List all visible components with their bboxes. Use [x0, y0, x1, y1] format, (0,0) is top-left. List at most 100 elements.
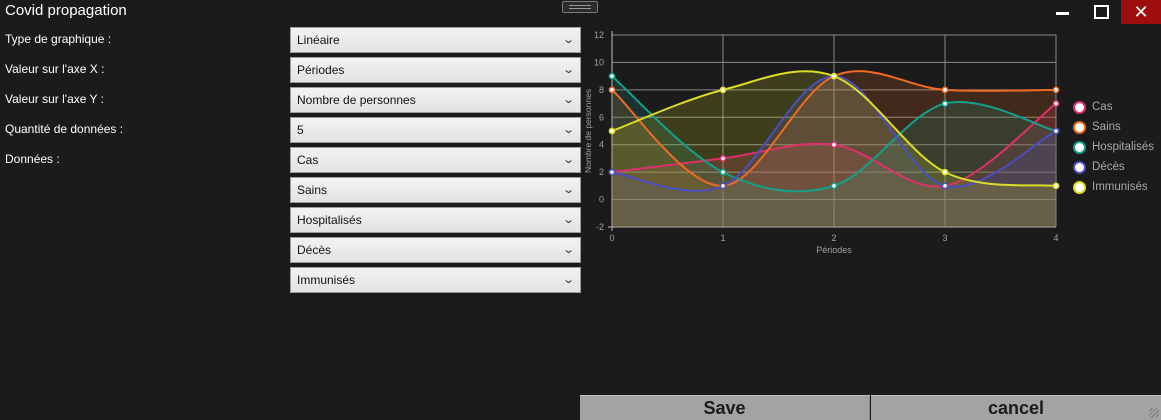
- maximize-icon: [1093, 5, 1109, 19]
- y-tick-label: -2: [596, 222, 604, 232]
- legend-item-cas: Cas: [1073, 97, 1154, 117]
- data-point-sains: [941, 86, 949, 94]
- data-count-value: 5: [297, 123, 304, 137]
- chevron-down-icon: ⌄: [561, 214, 575, 226]
- chevron-down-icon: ⌄: [561, 94, 575, 106]
- data-point-immunises: [1052, 182, 1060, 190]
- chevron-down-icon: ⌄: [561, 124, 575, 136]
- y-axis-select[interactable]: Nombre de personnes ⌄: [290, 87, 581, 113]
- data-point-sains: [608, 86, 616, 94]
- data-point-immunises: [941, 168, 949, 176]
- data-point-hospitalises: [719, 168, 727, 176]
- label-data-count: Quantité de données :: [5, 122, 124, 136]
- x-tick-label: 0: [609, 233, 614, 243]
- data-point-hospitalises: [830, 182, 838, 190]
- data-select-3[interactable]: Hospitalisés ⌄: [290, 207, 581, 233]
- label-chart-type: Type de graphique :: [5, 32, 112, 46]
- close-icon: ✕: [1133, 1, 1149, 22]
- series-area-hospitalises: [612, 76, 1056, 227]
- legend-label: Hospitalisés: [1092, 141, 1154, 153]
- y-tick-label: 12: [594, 30, 604, 40]
- legend-marker-icon: [1073, 100, 1086, 114]
- data-point-hospitalises: [941, 100, 949, 107]
- data-point-cas: [830, 141, 838, 149]
- data-point-cas: [719, 155, 727, 162]
- data-select-value: Sains: [297, 183, 328, 197]
- title-bar: Covid propagation ✕: [0, 0, 1161, 24]
- data-point-hospitalises: [608, 72, 616, 80]
- chart-type-select[interactable]: Linéaire ⌄: [290, 27, 581, 53]
- chevron-down-icon: ⌄: [561, 154, 575, 166]
- y-axis-value: Nombre de personnes: [297, 93, 416, 107]
- label-data: Données :: [5, 152, 60, 166]
- y-tick-label: 4: [599, 140, 604, 150]
- legend-label: Immunisés: [1092, 181, 1148, 193]
- data-select-value: Immunisés: [297, 273, 356, 287]
- x-axis-title: Périodes: [816, 245, 852, 255]
- chevron-down-icon: ⌄: [561, 274, 575, 286]
- chevron-down-icon: ⌄: [561, 244, 575, 256]
- legend-marker-icon: [1073, 140, 1086, 154]
- data-point-deces: [719, 182, 727, 190]
- data-point-deces: [941, 182, 949, 190]
- chart-type-value: Linéaire: [297, 33, 340, 47]
- series-area-deces: [612, 76, 1056, 227]
- legend-marker-icon: [1073, 180, 1086, 194]
- legend-item-sains: Sains: [1073, 117, 1154, 137]
- legend-marker-icon: [1073, 120, 1086, 134]
- data-select-4[interactable]: Décès ⌄: [290, 237, 581, 263]
- series-area-cas: [612, 103, 1056, 227]
- legend-item-immunises: Immunisés: [1073, 177, 1154, 197]
- data-point-deces: [1052, 127, 1060, 135]
- data-select-value: Cas: [297, 153, 319, 167]
- chevron-down-icon: ⌄: [561, 184, 575, 196]
- chart-legend: Cas Sains Hospitalisés Décès Immunisés: [1073, 97, 1154, 197]
- y-tick-label: 10: [594, 57, 604, 67]
- legend-item-deces: Décès: [1073, 157, 1154, 177]
- x-axis-value: Périodes: [297, 63, 345, 77]
- data-point-cas: [1052, 100, 1060, 107]
- chevron-down-icon: ⌄: [561, 64, 575, 76]
- x-tick-label: 3: [942, 233, 947, 243]
- close-button[interactable]: ✕: [1121, 0, 1161, 24]
- y-tick-label: 0: [599, 195, 604, 205]
- drag-handle[interactable]: [562, 1, 598, 13]
- data-point-immunises: [608, 127, 616, 135]
- x-tick-label: 2: [831, 233, 836, 243]
- label-y-axis: Valeur sur l'axe Y :: [5, 92, 105, 106]
- x-axis-select[interactable]: Périodes ⌄: [290, 57, 581, 83]
- data-count-select[interactable]: 5 ⌄: [290, 117, 581, 143]
- maximize-button[interactable]: [1082, 0, 1120, 24]
- data-point-immunises: [719, 86, 727, 94]
- legend-marker-icon: [1073, 160, 1086, 174]
- save-button[interactable]: Save: [580, 395, 870, 420]
- data-select-value: Décès: [297, 243, 332, 257]
- data-point-immunises: [830, 72, 838, 80]
- legend-item-hospitalises: Hospitalisés: [1073, 137, 1154, 157]
- cancel-label: cancel: [987, 397, 1045, 418]
- resize-grip-icon[interactable]: [1149, 408, 1159, 418]
- series-line-sains: [611, 70, 1057, 187]
- data-point-sains: [1052, 86, 1060, 94]
- legend-label: Sains: [1092, 121, 1121, 133]
- data-select-value: Hospitalisés: [297, 213, 362, 227]
- data-select-2[interactable]: Sains ⌄: [290, 177, 581, 203]
- data-select-5[interactable]: Immunisés ⌄: [290, 267, 581, 293]
- data-select-1[interactable]: Cas ⌄: [290, 147, 581, 173]
- data-point-deces: [608, 168, 616, 176]
- label-x-axis: Valeur sur l'axe X :: [5, 62, 105, 76]
- minimize-button[interactable]: [1043, 0, 1081, 24]
- window-title: Covid propagation: [5, 2, 127, 19]
- x-tick-label: 4: [1053, 233, 1058, 243]
- y-tick-label: 6: [599, 112, 604, 122]
- minimize-icon: [1055, 11, 1069, 15]
- y-axis-title: Nombre de personnes: [583, 89, 593, 173]
- legend-label: Décès: [1092, 161, 1125, 173]
- y-tick-label: 2: [599, 167, 604, 177]
- legend-label: Cas: [1092, 101, 1113, 113]
- cancel-button[interactable]: cancel: [871, 395, 1161, 420]
- x-tick-label: 1: [720, 233, 725, 243]
- chevron-down-icon: ⌄: [561, 34, 575, 46]
- y-tick-label: 8: [599, 85, 604, 95]
